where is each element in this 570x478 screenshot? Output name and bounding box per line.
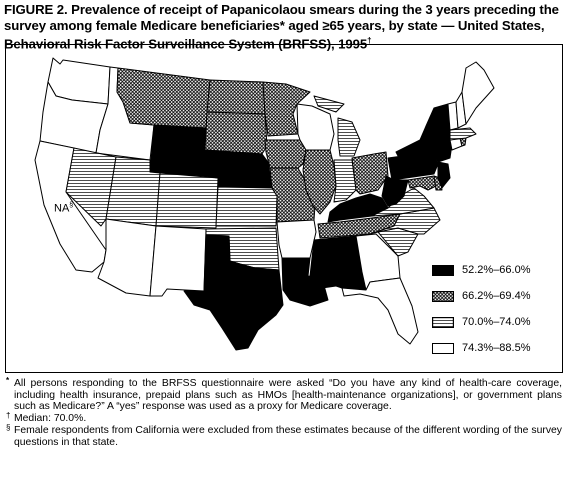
footnotes: * All persons responding to the BRFSS qu…: [6, 376, 562, 448]
legend-swatch-crosshatch: [432, 291, 454, 302]
footnote-mark: *: [6, 376, 10, 385]
state-illinois: [302, 149, 337, 215]
footnote-median: † Median: 70.0%.: [6, 411, 87, 425]
state-nevada: [65, 147, 117, 227]
footnote-mark: †: [6, 411, 11, 421]
state-texas: [183, 234, 284, 351]
legend-item-3: 70.0%–74.0%: [432, 316, 560, 329]
state-montana: [116, 67, 211, 129]
footnote-medicare-coverage: * All persons responding to the BRFSS qu…: [6, 376, 562, 413]
legend-swatch-white: [432, 343, 454, 354]
state-iowa: [264, 139, 307, 169]
state-north-carolina: [369, 207, 441, 235]
state-new-jersey: [437, 161, 451, 189]
state-pennsylvania: [387, 151, 439, 181]
state-new-mexico: [149, 225, 207, 297]
california-na-label: NA§: [54, 202, 74, 215]
legend-item-2: 66.2%–69.4%: [432, 290, 560, 303]
title-footnote-mark: †: [367, 36, 372, 45]
state-south-dakota: [204, 111, 268, 155]
state-west-virginia: [381, 175, 409, 207]
legend-swatch-horizontal-lines: [432, 317, 454, 328]
state-colorado: [155, 172, 219, 229]
state-ohio: [351, 151, 389, 195]
us-state-map: [34, 57, 495, 351]
legend-label-4: 74.3%–88.5%: [462, 342, 531, 354]
state-maryland: [407, 175, 437, 191]
state-kansas: [215, 186, 278, 227]
legend-label-2: 66.2%–69.4%: [462, 290, 531, 302]
footnote-california: § Female respondents from California wer…: [6, 422, 562, 448]
state-north-dakota: [206, 79, 266, 115]
state-arizona: [97, 218, 157, 297]
legend-item-4: 74.3%–88.5%: [432, 342, 560, 355]
figure-title: FIGURE 2. Prevalence of receipt of Papan…: [4, 2, 559, 52]
state-maine: [461, 61, 495, 125]
legend-label-1: 52.2%–66.0%: [462, 264, 531, 276]
legend-item-1: 52.2%–66.0%: [432, 264, 560, 277]
legend-swatch-solid: [432, 265, 454, 276]
state-wyoming: [149, 124, 207, 177]
state-new-york: [395, 103, 455, 163]
state-arkansas: [276, 219, 317, 259]
footnote-mark: §: [6, 422, 11, 432]
state-florida: [341, 277, 419, 345]
state-minnesota: [262, 81, 311, 137]
legend-label-3: 70.0%–74.0%: [462, 316, 531, 328]
state-louisiana: [281, 257, 329, 307]
state-wisconsin: [296, 103, 335, 151]
state-massachusetts: [449, 127, 477, 141]
map-frame: [5, 44, 563, 373]
state-michigan: [313, 95, 361, 157]
